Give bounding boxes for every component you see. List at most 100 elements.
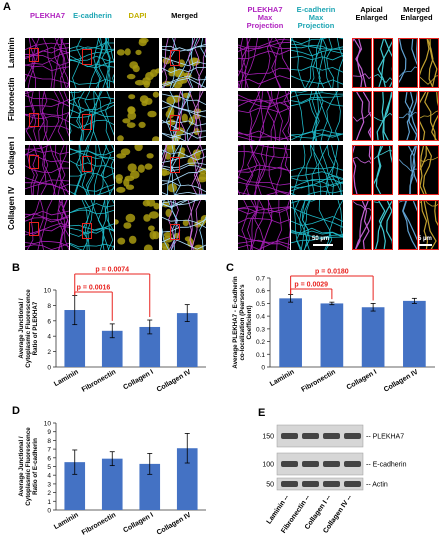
- x-tick-label: Collagen IV: [156, 512, 193, 537]
- y-tick-label: 0: [47, 365, 51, 372]
- bar: [139, 326, 161, 367]
- bar: [176, 448, 198, 510]
- bar: [64, 310, 86, 367]
- panel-e-label: E: [258, 407, 266, 419]
- blot-band: [281, 461, 298, 467]
- y-tick-label: 0.4: [256, 314, 265, 321]
- roi-box: [170, 50, 180, 66]
- micrograph-tile: [238, 200, 290, 250]
- x-tick-label: Fibronectin: [81, 369, 118, 394]
- bar: [279, 298, 302, 367]
- micrograph-tile: [398, 38, 418, 88]
- micrograph-tile: [373, 200, 393, 250]
- scale-bar-main: [313, 244, 333, 246]
- band-label: -- E-cadherin: [366, 462, 407, 469]
- band-label: -- PLEKHA7: [366, 434, 404, 441]
- row-label-laminin: Laminin: [7, 36, 16, 68]
- micrograph-tile: [419, 91, 439, 141]
- column-header-4: Merged: [171, 11, 198, 20]
- bar: [64, 462, 86, 510]
- blot-band: [302, 481, 319, 487]
- x-tick-label: Fibronectin: [81, 512, 118, 537]
- micrograph-tile: [70, 38, 114, 88]
- bar: [176, 313, 198, 367]
- scale-bar-enlarged-label: 5 µm: [418, 236, 432, 242]
- row-label-collagen-iv: Collagen IV: [7, 185, 16, 230]
- column-header-7: Apical Enlarged: [355, 5, 388, 22]
- x-tick-label: Collagen IV: [383, 369, 420, 394]
- micrograph-tile: [115, 38, 159, 88]
- micrograph-tile: [398, 145, 418, 195]
- roi-box: [29, 222, 39, 236]
- micrograph-tile: [115, 200, 159, 250]
- blot-band: [344, 433, 361, 439]
- column-header-6: E-cadherin Max Projection: [296, 5, 336, 30]
- blot-band: [281, 481, 298, 487]
- micrograph-tile: [373, 145, 393, 195]
- column-header-2: E-cadherin: [73, 11, 112, 20]
- y-tick-label: 0.6: [256, 288, 265, 295]
- y-tick-label: 5: [47, 464, 51, 471]
- x-tick-label: Laminin: [53, 369, 80, 388]
- y-tick-label: 2: [47, 349, 51, 356]
- y-tick-label: 10: [44, 288, 52, 295]
- micrograph-tile: [419, 200, 439, 250]
- blot-band: [323, 433, 340, 439]
- y-tick-label: 2: [47, 490, 51, 497]
- panel-c-label: C: [226, 262, 234, 274]
- panel-b-label: B: [12, 262, 20, 274]
- bar: [403, 300, 426, 367]
- y-tick-label: 10: [44, 421, 52, 428]
- blot-band: [323, 481, 340, 487]
- y-tick-label: 0: [261, 365, 265, 372]
- mw-marker: 100: [262, 462, 274, 469]
- x-tick-label: Laminin: [269, 369, 296, 388]
- roi-box: [29, 155, 39, 169]
- micrograph-tile: [291, 91, 343, 141]
- x-tick-label: Laminin: [53, 512, 80, 531]
- panel-a-label: A: [3, 1, 11, 13]
- micrograph-tile: [162, 200, 206, 250]
- band-label: -- Actin: [366, 482, 388, 489]
- x-tick-label: Collagen I: [122, 512, 155, 535]
- x-tick-label: Collagen IV: [156, 369, 193, 394]
- roi-box: [170, 157, 180, 173]
- blot-band: [302, 433, 319, 439]
- column-header-8: Merged Enlarged: [400, 5, 433, 22]
- scale-bar-enlarged: [418, 244, 432, 246]
- micrograph-tile: [70, 91, 114, 141]
- bar: [361, 307, 385, 367]
- micrograph-tile: [398, 91, 418, 141]
- micrograph-tile: [115, 145, 159, 195]
- micrograph-tile: [352, 200, 372, 250]
- blot-strip: [276, 477, 364, 491]
- roi-box: [82, 49, 92, 65]
- p-value-label: p = 0.0074: [95, 267, 129, 274]
- micrograph-tile: [70, 200, 114, 250]
- row-label-fibronectin: Fibronectin: [7, 76, 16, 121]
- y-tick-label: 1: [47, 499, 51, 506]
- micrograph-tile: [162, 91, 206, 141]
- y-tick-label: 0.5: [256, 301, 265, 308]
- micrograph-tile: [238, 91, 290, 141]
- micrograph-tile: [162, 38, 206, 88]
- roi-box: [29, 113, 39, 127]
- panel-c-chart: 0 0.1 0.2 0.3 0.4 0.5 0.6 0.7 Laminin Fibronectin…: [232, 269, 435, 394]
- micrograph-tile: [25, 38, 69, 88]
- y-tick-label: 8: [47, 438, 51, 445]
- y-tick-label: 0.7: [256, 276, 265, 283]
- micrograph-tile: [162, 145, 206, 195]
- y-tick-label: 0.2: [256, 339, 265, 346]
- blot-strip: [276, 424, 364, 448]
- blot-strip: [276, 452, 364, 476]
- micrograph-tile: [115, 91, 159, 141]
- micrograph-tile: [291, 145, 343, 195]
- blot-band: [344, 481, 361, 487]
- x-tick-label: Collagen I: [346, 369, 379, 392]
- micrograph-tile: [352, 38, 372, 88]
- column-header-3: DAPI: [128, 11, 147, 20]
- blot-band: [281, 433, 298, 439]
- y-tick-label: 6: [47, 318, 51, 325]
- bar: [139, 463, 161, 510]
